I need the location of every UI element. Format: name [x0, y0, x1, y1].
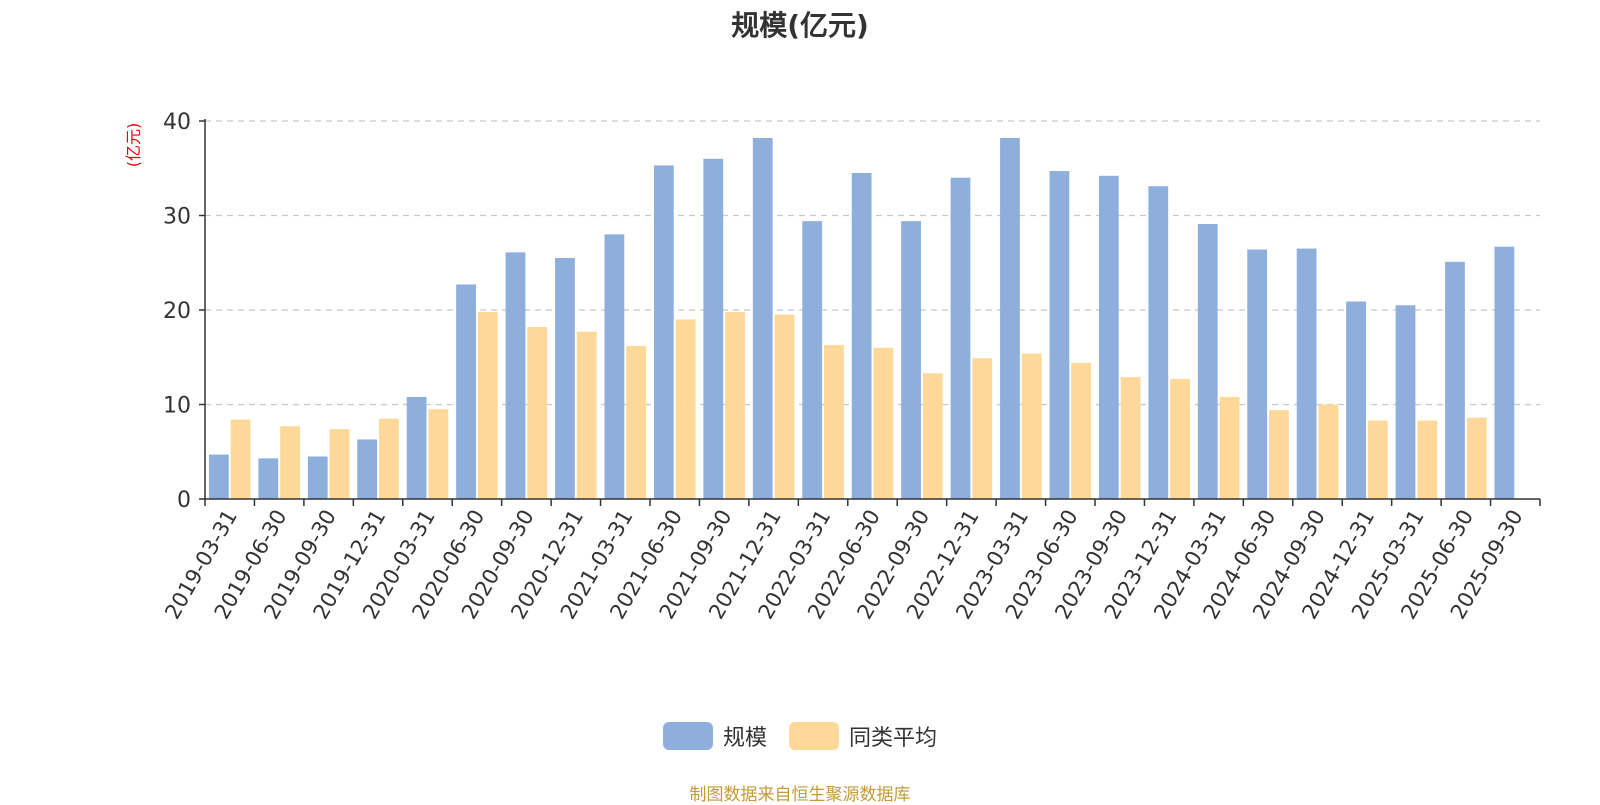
bar-scale[interactable] — [1247, 249, 1268, 499]
bar-scale[interactable] — [802, 221, 823, 500]
bar-peer-average[interactable] — [824, 344, 844, 499]
bar-peer-average[interactable] — [1466, 417, 1487, 499]
bar-scale[interactable] — [1445, 261, 1465, 499]
data-source-note: 制图数据来自恒生聚源数据库 — [689, 785, 911, 805]
y-tick-label: 40 — [163, 110, 191, 135]
bar-peer-average[interactable] — [280, 426, 300, 499]
bar-scale[interactable] — [307, 456, 328, 499]
bar-peer-average[interactable] — [1071, 362, 1092, 499]
y-tick-label: 30 — [163, 205, 191, 230]
bar-peer-average[interactable] — [477, 311, 498, 499]
bar-scale[interactable] — [752, 138, 773, 499]
bar-scale[interactable] — [901, 221, 921, 500]
bars — [208, 138, 1515, 500]
bar-peer-average[interactable] — [1367, 420, 1388, 499]
bar-peer-average[interactable] — [230, 419, 251, 499]
bar-peer-average[interactable] — [329, 429, 350, 499]
bar-scale[interactable] — [357, 439, 378, 499]
bar-peer-average[interactable] — [428, 409, 449, 499]
bar-peer-average[interactable] — [873, 347, 894, 499]
bar-scale[interactable] — [1098, 175, 1119, 499]
legend-item-scale[interactable]: 规模 — [662, 720, 767, 752]
bar-scale[interactable] — [1049, 171, 1070, 499]
legend-swatch-peer-average — [789, 722, 839, 750]
legend-label-scale: 规模 — [722, 726, 767, 751]
bar-peer-average[interactable] — [1219, 396, 1240, 499]
bar-scale[interactable] — [703, 158, 724, 500]
bar-scale[interactable] — [1197, 224, 1218, 499]
legend-swatch-scale — [662, 722, 713, 750]
bar-peer-average[interactable] — [626, 345, 647, 499]
bar-scale[interactable] — [604, 234, 625, 499]
bar-peer-average[interactable] — [675, 319, 696, 499]
bar-scale[interactable] — [1000, 138, 1020, 499]
y-tick-label: 20 — [163, 299, 191, 324]
bar-peer-average[interactable] — [1120, 377, 1141, 499]
bar-peer-average[interactable] — [576, 331, 597, 499]
bar-scale[interactable] — [1494, 246, 1515, 499]
bar-peer-average[interactable] — [1170, 378, 1190, 499]
chart-title: 规模(亿元) — [731, 9, 869, 42]
bar-scale[interactable] — [505, 252, 526, 499]
bar-peer-average[interactable] — [527, 327, 548, 499]
bar-scale[interactable] — [1395, 305, 1416, 499]
legend: 规模 同类平均 — [0, 720, 1600, 752]
bar-scale[interactable] — [456, 284, 476, 499]
bar-scale[interactable] — [851, 172, 872, 499]
bar-peer-average[interactable] — [1318, 404, 1339, 500]
bar-peer-average[interactable] — [774, 314, 795, 499]
bar-scale[interactable] — [208, 454, 229, 499]
bar-scale[interactable] — [653, 165, 674, 500]
bar-scale[interactable] — [1346, 301, 1366, 499]
y-tick-label: 10 — [163, 394, 191, 419]
bar-peer-average[interactable] — [1269, 410, 1289, 499]
axes: 0102030402019-03-312019-06-302019-09-302… — [160, 110, 1541, 623]
bar-scale[interactable] — [950, 177, 971, 499]
bar-peer-average[interactable] — [1417, 420, 1438, 499]
bar-peer-average[interactable] — [379, 418, 399, 499]
y-tick-label: 0 — [177, 488, 191, 513]
bar-peer-average[interactable] — [922, 373, 943, 499]
bar-scale[interactable] — [1296, 248, 1317, 499]
bar-scale[interactable] — [258, 458, 279, 499]
bar-peer-average[interactable] — [725, 311, 745, 499]
bar-scale[interactable] — [1148, 186, 1169, 499]
legend-item-peer-average[interactable]: 同类平均 — [789, 720, 937, 752]
bar-peer-average[interactable] — [1021, 353, 1042, 499]
bar-scale[interactable] — [555, 258, 575, 499]
grid-lines — [205, 120, 1540, 406]
bar-scale[interactable] — [406, 396, 427, 499]
legend-label-peer-average: 同类平均 — [849, 726, 938, 751]
bar-peer-average[interactable] — [972, 358, 993, 499]
